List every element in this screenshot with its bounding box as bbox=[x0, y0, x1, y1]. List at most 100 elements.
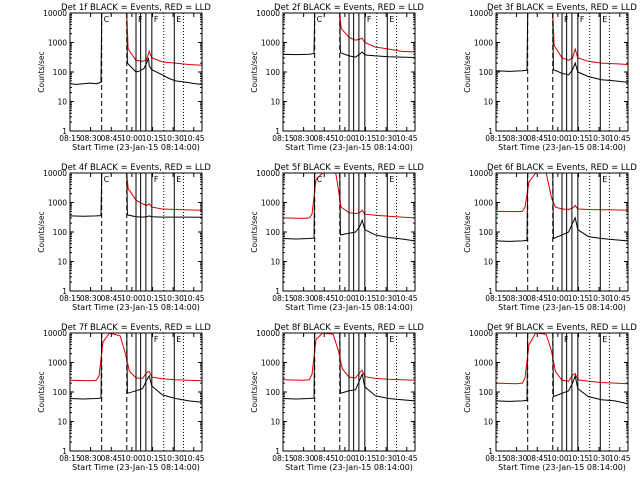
event-marker-label: F bbox=[154, 335, 159, 344]
y-axis-label: Counts/sec bbox=[463, 211, 472, 252]
series-line-events bbox=[70, 333, 202, 403]
event-marker-label: E bbox=[176, 15, 181, 24]
x-tick-label: 10:45 bbox=[183, 454, 205, 463]
x-tick-label: 10:45 bbox=[609, 134, 631, 143]
series-line-events bbox=[283, 333, 415, 402]
y-tick-label: 100 bbox=[53, 68, 68, 77]
x-tick-label: 08:30 bbox=[293, 294, 315, 303]
y-tick-label: 100 bbox=[266, 388, 281, 397]
series-line-lld bbox=[70, 13, 202, 66]
series-line-events bbox=[283, 13, 415, 58]
x-tick-label: 10:00 bbox=[121, 454, 143, 463]
x-tick-label: 10:15 bbox=[568, 294, 590, 303]
x-tick-label: 08:15 bbox=[272, 454, 294, 463]
panel-title: Det 6f BLACK = Events, RED = LLD bbox=[487, 163, 637, 173]
x-tick-label: 10:30 bbox=[375, 134, 397, 143]
x-axis-label: Start Time (23-Jan-15 08:14:00) bbox=[498, 463, 626, 472]
y-axis-label: Counts/sec bbox=[250, 211, 259, 252]
x-axis-label: Start Time (23-Jan-15 08:14:00) bbox=[498, 303, 626, 312]
y-tick-label: 1 bbox=[62, 287, 67, 296]
y-tick-label: 1000 bbox=[261, 199, 280, 208]
x-tick-label: 08:30 bbox=[80, 294, 102, 303]
x-tick-label: 10:30 bbox=[375, 454, 397, 463]
x-tick-label: 10:00 bbox=[547, 454, 569, 463]
y-tick-label: 100 bbox=[53, 388, 68, 397]
y-tick-label: 10 bbox=[270, 258, 280, 267]
y-axis-label: Counts/sec bbox=[37, 211, 46, 252]
x-tick-label: 10:30 bbox=[375, 294, 397, 303]
x-tick-label: 10:00 bbox=[547, 294, 569, 303]
x-tick-label: 10:15 bbox=[568, 134, 590, 143]
x-tick-label: 10:00 bbox=[547, 134, 569, 143]
x-tick-label: 08:15 bbox=[59, 134, 81, 143]
series-line-lld bbox=[496, 13, 628, 65]
y-tick-label: 1 bbox=[488, 287, 493, 296]
x-tick-label: 10:15 bbox=[568, 454, 590, 463]
series-line-events bbox=[70, 13, 202, 85]
series-line-events bbox=[496, 333, 628, 405]
event-marker-label: E bbox=[602, 15, 607, 24]
x-tick-label: 10:00 bbox=[334, 294, 356, 303]
x-tick-label: 10:15 bbox=[142, 294, 164, 303]
y-tick-label: 1 bbox=[275, 287, 280, 296]
x-axis-label: Start Time (23-Jan-15 08:14:00) bbox=[72, 463, 200, 472]
x-tick-label: 10:45 bbox=[609, 294, 631, 303]
y-tick-label: 100 bbox=[266, 68, 281, 77]
y-tick-label: 1000 bbox=[48, 199, 67, 208]
x-tick-label: 08:15 bbox=[485, 454, 507, 463]
x-tick-label: 10:30 bbox=[588, 454, 610, 463]
detector-panel-3: Det 3f BLACK = Events, RED = LLDFFE11010… bbox=[463, 3, 637, 152]
x-tick-label: 10:15 bbox=[355, 454, 377, 463]
x-tick-label: 08:15 bbox=[59, 294, 81, 303]
x-tick-label: 10:00 bbox=[334, 134, 356, 143]
y-axis-label: Counts/sec bbox=[250, 51, 259, 92]
x-tick-label: 08:45 bbox=[100, 454, 122, 463]
x-tick-label: 08:45 bbox=[313, 294, 335, 303]
series-line-lld bbox=[283, 333, 415, 381]
x-tick-label: 08:15 bbox=[59, 454, 81, 463]
y-tick-label: 10000 bbox=[43, 329, 67, 338]
event-marker-label: E bbox=[389, 15, 394, 24]
series-line-lld bbox=[283, 13, 415, 53]
series-line-events bbox=[70, 173, 202, 218]
y-tick-label: 1000 bbox=[474, 199, 493, 208]
y-tick-label: 1000 bbox=[48, 39, 67, 48]
y-tick-label: 100 bbox=[479, 68, 494, 77]
x-axis-label: Start Time (23-Jan-15 08:14:00) bbox=[285, 463, 413, 472]
detector-panel-7: Det 7f BLACK = Events, RED = LLD F E 1 10 100… bbox=[37, 323, 211, 472]
detector-panel-4: Det 4f BLACK = Events, RED = LLD C F E 1 10 10… bbox=[37, 163, 211, 312]
detector-panel-2: Det 2f BLACK = Events, RED = LLD C F E 1 10 10… bbox=[250, 3, 424, 152]
panel-title: Det 5f BLACK = Events, RED = LLD bbox=[274, 163, 424, 173]
y-tick-label: 100 bbox=[53, 228, 68, 237]
y-tick-label: 10000 bbox=[43, 9, 67, 18]
x-tick-label: 08:45 bbox=[526, 454, 548, 463]
x-tick-label: 08:45 bbox=[100, 134, 122, 143]
x-tick-label: 08:15 bbox=[485, 294, 507, 303]
detector-panel-6: Det 6f BLACK = Events, RED = LLD E 1 10 100 1… bbox=[463, 163, 637, 312]
y-tick-label: 10 bbox=[57, 418, 67, 427]
x-tick-label: 08:30 bbox=[293, 134, 315, 143]
panel-title: Det 9f BLACK = Events, RED = LLD bbox=[487, 323, 637, 333]
y-tick-label: 10000 bbox=[256, 9, 280, 18]
x-tick-label: 10:30 bbox=[162, 134, 184, 143]
x-tick-label: 08:30 bbox=[293, 454, 315, 463]
x-tick-label: 10:45 bbox=[183, 134, 205, 143]
event-marker-label: F bbox=[154, 175, 159, 184]
x-tick-label: 08:45 bbox=[526, 294, 548, 303]
y-tick-label: 10000 bbox=[469, 9, 493, 18]
x-axis-label: Start Time (23-Jan-15 08:14:00) bbox=[285, 303, 413, 312]
y-tick-label: 1000 bbox=[261, 359, 280, 368]
x-tick-label: 10:15 bbox=[355, 294, 377, 303]
x-tick-label: 10:45 bbox=[396, 454, 418, 463]
y-tick-label: 100 bbox=[266, 228, 281, 237]
y-tick-label: 10000 bbox=[469, 329, 493, 338]
y-axis-label: Counts/sec bbox=[37, 371, 46, 412]
y-tick-label: 1000 bbox=[474, 39, 493, 48]
panel-title: Det 1f BLACK = Events, RED = LLD bbox=[61, 3, 211, 13]
y-tick-label: 100 bbox=[479, 228, 494, 237]
y-tick-label: 100 bbox=[479, 388, 494, 397]
series-line-events bbox=[496, 13, 628, 83]
x-axis-label: Start Time (23-Jan-15 08:14:00) bbox=[72, 143, 200, 152]
series-line-lld bbox=[496, 173, 628, 213]
x-tick-label: 08:30 bbox=[80, 454, 102, 463]
